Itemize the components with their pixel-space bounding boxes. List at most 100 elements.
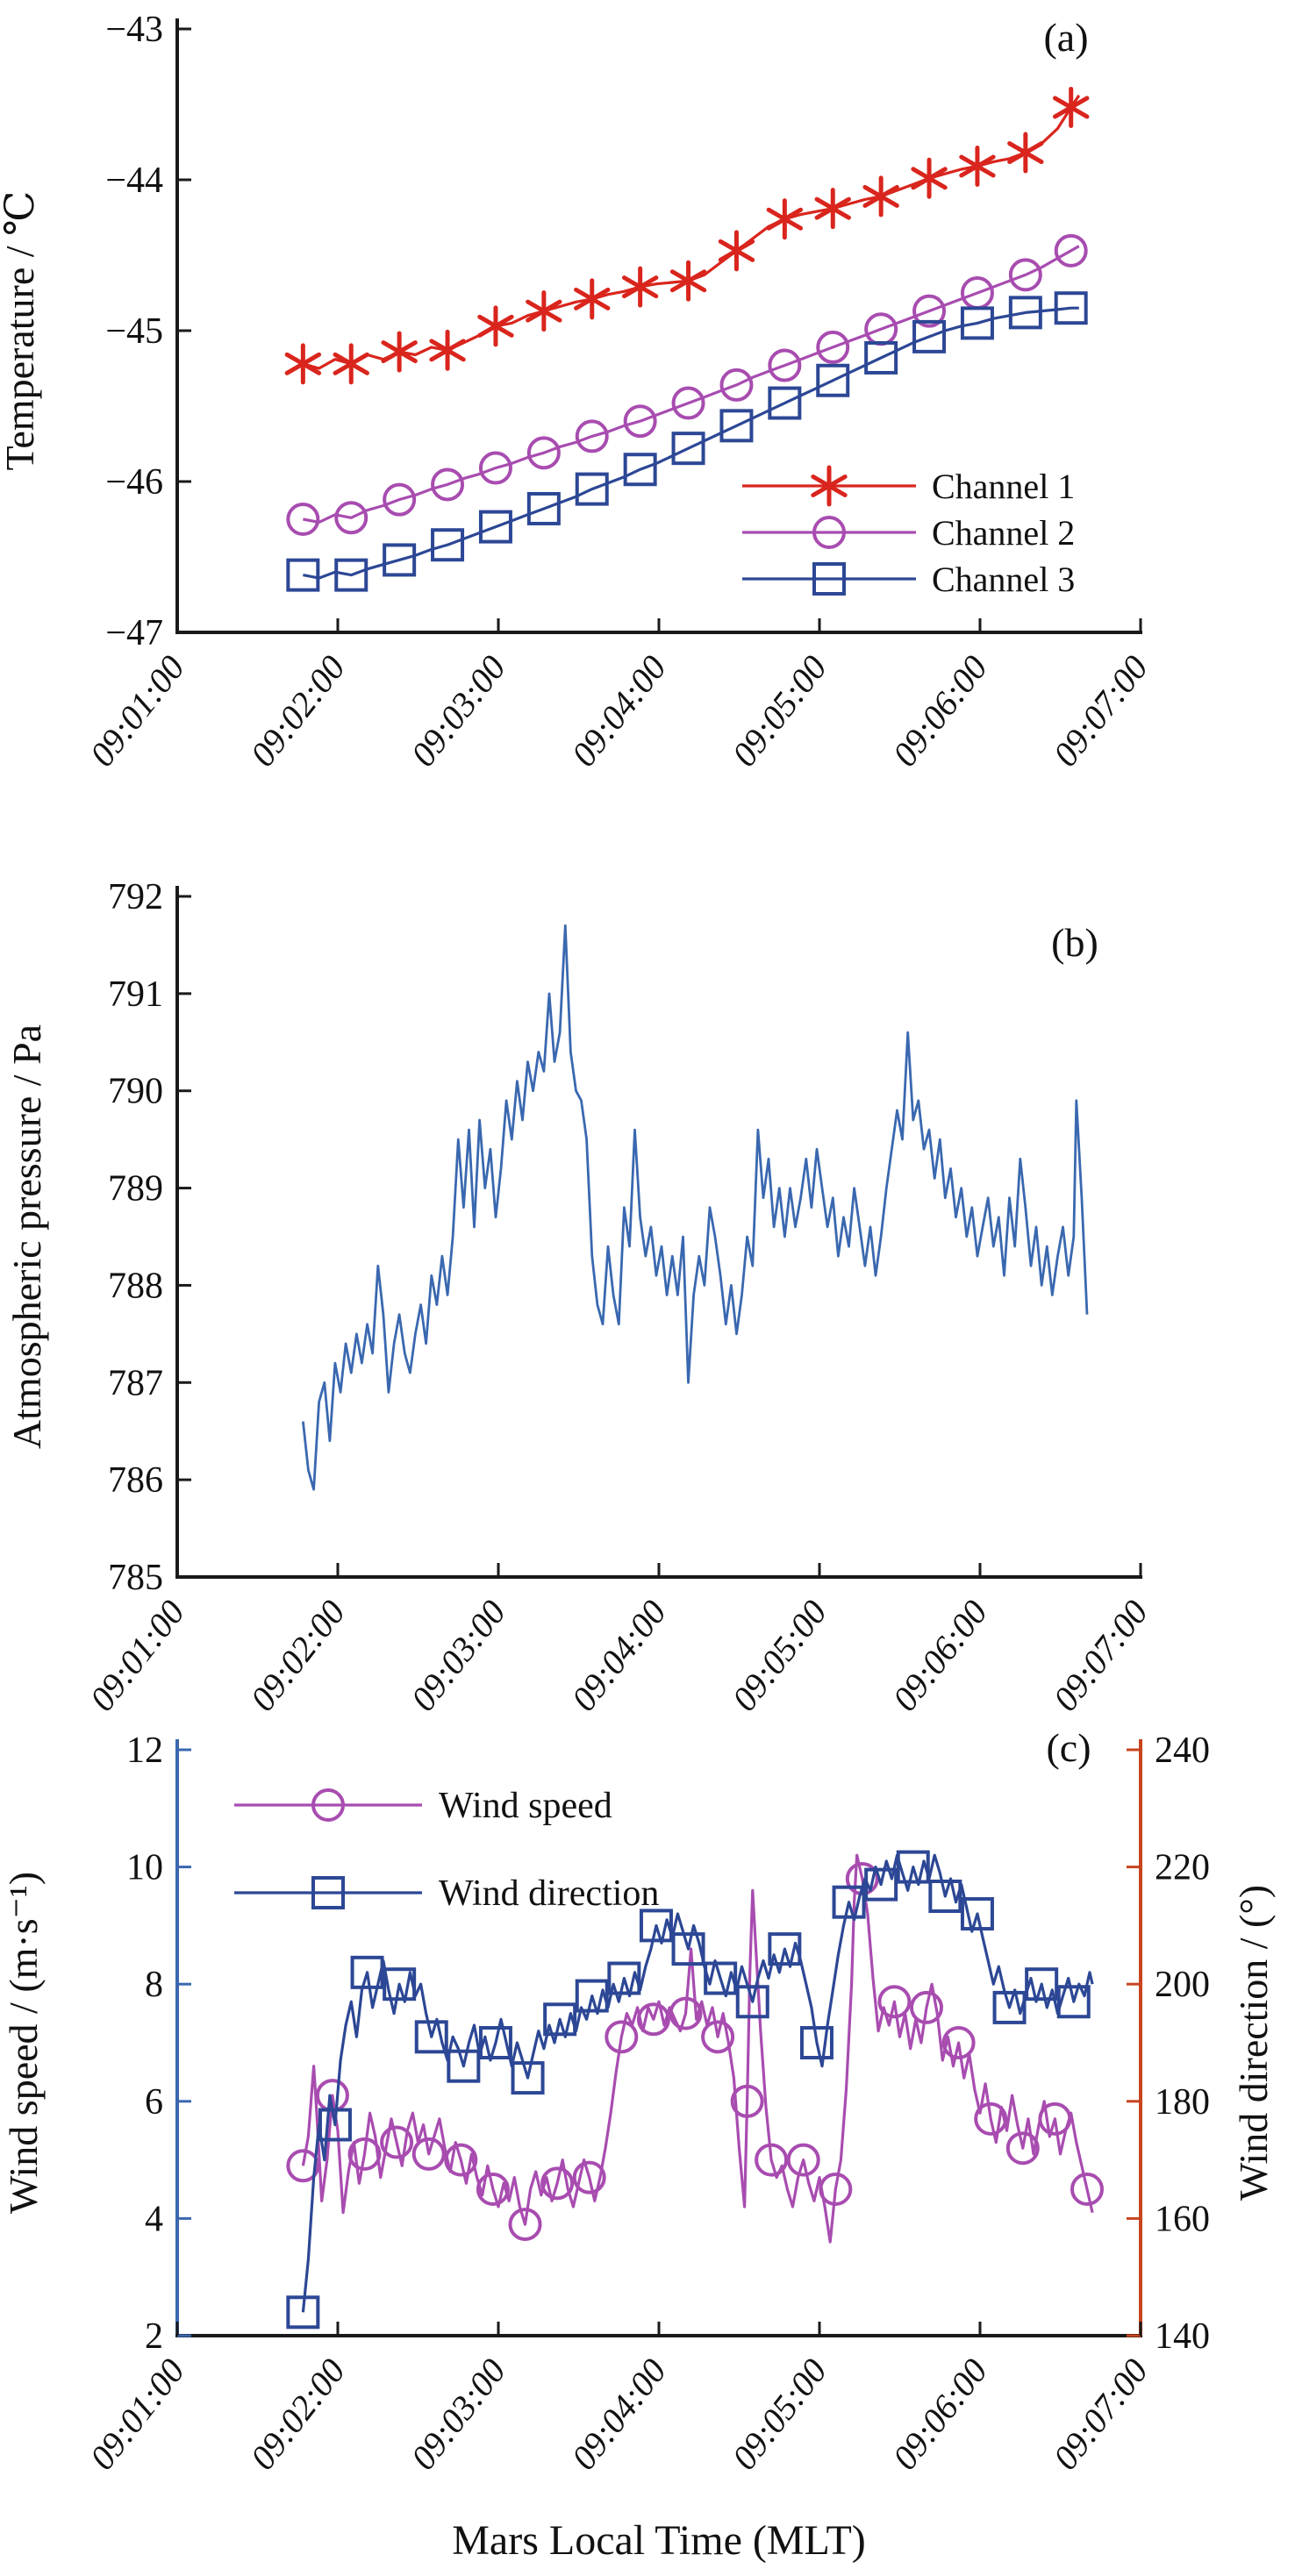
marker-circle xyxy=(819,2173,853,2206)
panel-a-x-tick-label-0: 09:01:00 xyxy=(82,648,192,774)
marker-circle xyxy=(508,2208,542,2242)
panel-c-right-y-tick-label-4: 220 xyxy=(1155,1848,1210,1888)
marker-square xyxy=(350,1955,384,1989)
panel-b-x-tick-label-0: 09:01:00 xyxy=(82,1593,192,1718)
panel-a-y-tick-label-2: −45 xyxy=(105,311,163,352)
marker-circle xyxy=(669,1996,703,2030)
panel-b-y-tick-label-5: 790 xyxy=(108,1072,163,1112)
marker-square xyxy=(383,1967,417,2002)
marker-square xyxy=(286,2295,320,2330)
panel-b-y-tick-label-2: 787 xyxy=(108,1363,163,1403)
panel-a-x-tick-label-1: 09:02:00 xyxy=(242,648,353,774)
marker-circle xyxy=(286,503,320,536)
marker-circle xyxy=(311,1788,345,1822)
marker-square xyxy=(639,1909,673,1943)
marker-asterisk-stroke xyxy=(429,339,466,362)
panel-c-y-tick-label-1: 4 xyxy=(145,2199,163,2239)
marker-square xyxy=(1025,1967,1059,2002)
panel-c-y-tick-label-5: 12 xyxy=(126,1730,163,1771)
marker-square xyxy=(816,363,850,397)
marker-circle xyxy=(1005,2131,1040,2166)
marker-square xyxy=(1008,296,1042,330)
marker-circle xyxy=(768,348,802,382)
marker-asterisk-stroke xyxy=(1007,141,1044,165)
panel-a-label: (a) xyxy=(1043,15,1088,60)
marker-square xyxy=(575,1979,609,2013)
panel-b-y-tick-label-4: 789 xyxy=(108,1169,163,1210)
marker-square xyxy=(671,432,705,466)
panel-a-x-tick-label-3: 09:04:00 xyxy=(563,648,674,774)
panel-a-y-tick-label-3: −46 xyxy=(105,462,163,503)
panel-c-right-y-tick-label-3: 200 xyxy=(1155,1965,1210,2005)
series-wind-speed-line xyxy=(301,1853,1094,2244)
marker-circle xyxy=(383,482,417,517)
panel-b-x-tick-label-1: 09:02:00 xyxy=(242,1593,353,1718)
marker-circle xyxy=(755,2143,789,2177)
marker-circle xyxy=(1070,2173,1104,2206)
panel-b-x-tick-label-5: 09:06:00 xyxy=(884,1593,995,1718)
marker-asterisk-stroke xyxy=(621,275,659,299)
marker-square xyxy=(478,2026,512,2059)
marker-circle xyxy=(334,501,368,535)
panel-c-legend: Wind speed Wind direction xyxy=(234,1786,659,1914)
panel-c-x-tick-label-5: 09:06:00 xyxy=(884,2351,995,2477)
panel-b-y-tick-label-0: 785 xyxy=(108,1558,163,1598)
panel-c-right-y-tick-label-1: 160 xyxy=(1155,2199,1210,2239)
series-channel-3-markers xyxy=(286,291,1088,592)
marker-circle xyxy=(478,451,512,485)
panel-c-x-tick-label-0: 09:01:00 xyxy=(82,2351,192,2477)
marker-square xyxy=(478,510,512,544)
panel-c-y-tick-label-4: 10 xyxy=(126,1848,163,1888)
marker-circle xyxy=(941,2026,976,2059)
panel-a-y-tick-label-0: −43 xyxy=(105,10,163,50)
panel-b-label: (b) xyxy=(1051,920,1098,965)
marker-square xyxy=(318,2108,352,2142)
x-axis-title: Mars Local Time (MLT) xyxy=(452,2517,866,2564)
marker-circle xyxy=(431,467,465,502)
panel-b-x-tick-label-6: 09:07:00 xyxy=(1045,1593,1155,1718)
marker-square xyxy=(1056,1985,1091,2019)
marker-circle xyxy=(636,2002,670,2037)
marker-circle xyxy=(623,404,657,439)
series-wind-direction-line xyxy=(301,1853,1094,2313)
panel-a-x-tick-label-5: 09:06:00 xyxy=(884,648,995,774)
panel-a-y-axis-title: Temperature / ℃ xyxy=(0,191,42,471)
marker-asterisk-stroke xyxy=(574,287,611,310)
marker-square xyxy=(543,2002,577,2037)
marker-circle xyxy=(912,294,947,328)
marker-circle xyxy=(347,2137,382,2171)
marker-asterisk-stroke xyxy=(718,239,755,262)
marker-square xyxy=(511,2061,545,2095)
marker-square xyxy=(526,491,561,525)
marker-circle xyxy=(974,2101,1008,2136)
marker-square xyxy=(431,528,465,562)
panel-c-right-y-tick-label-0: 140 xyxy=(1155,2316,1210,2357)
series-atmospheric-pressure-line xyxy=(302,924,1089,1491)
marker-circle xyxy=(816,330,850,364)
panel-c-x-tick-label-6: 09:07:00 xyxy=(1045,2351,1155,2477)
marker-square xyxy=(896,1850,930,1884)
marker-square xyxy=(719,409,754,443)
legend-label-wind-speed: Wind speed xyxy=(439,1786,612,1826)
marker-square xyxy=(992,1990,1027,2024)
panel-c-label: (c) xyxy=(1046,1725,1091,1770)
marker-asterisk-stroke xyxy=(814,196,851,220)
marker-circle xyxy=(575,419,609,453)
marker-asterisk-stroke xyxy=(811,475,848,497)
series-wind-direction-markers xyxy=(286,1850,1091,2330)
marker-square xyxy=(607,1961,641,1995)
marker-square xyxy=(960,306,994,340)
panel-b: 785 786 787 788 789 790 791 792 09:01:00 09:02:00… xyxy=(4,877,1155,1718)
marker-square xyxy=(912,319,947,353)
panel-c-y-tick-label-0: 2 xyxy=(145,2316,163,2357)
panel-b-y-tick-label-7: 792 xyxy=(108,877,163,917)
marker-asterisk-stroke xyxy=(1053,96,1090,119)
marker-square xyxy=(334,558,368,592)
panel-a-x-tick-label-2: 09:03:00 xyxy=(403,648,513,774)
marker-square xyxy=(623,453,657,487)
marker-circle xyxy=(540,2166,575,2201)
panel-c-y-axis-title: Wind speed / (m·s⁻¹) xyxy=(1,1872,46,2214)
panel-a-y-tick-label-4: −47 xyxy=(105,613,163,653)
marker-circle xyxy=(444,2143,478,2177)
marker-asterisk-stroke xyxy=(862,184,899,208)
